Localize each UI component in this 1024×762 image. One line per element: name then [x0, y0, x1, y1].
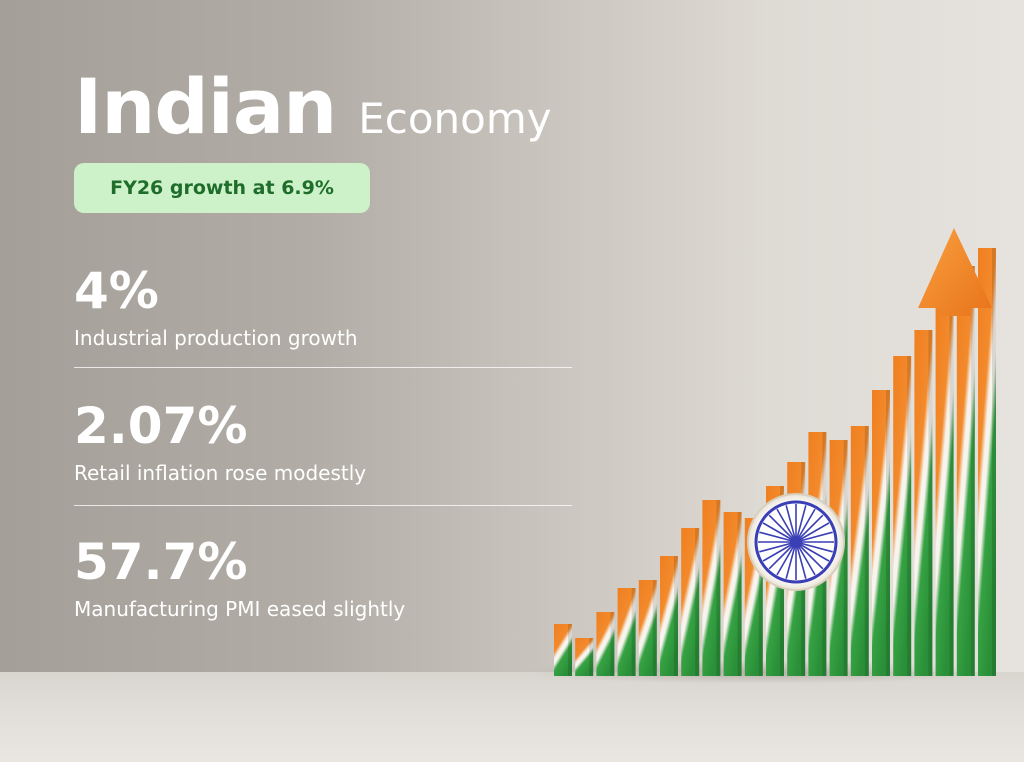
stat-value: 4%	[74, 262, 159, 320]
chakra-spoke	[759, 541, 797, 553]
illustration-bar-shade	[610, 612, 615, 676]
illustration-bar-shade	[907, 356, 912, 676]
illustration-bar	[935, 294, 954, 676]
stat-retail-inflation: 2.07% Retail inflation rose modestly	[74, 397, 574, 485]
illustration-bar-shade	[631, 588, 636, 676]
illustration-bar	[956, 266, 975, 676]
title-main: Indian	[74, 62, 337, 151]
illustration-bar-shade	[568, 624, 572, 676]
page-title: Indian Economy	[74, 62, 552, 151]
illustration-bar-shade	[843, 440, 848, 676]
chakra-spoke	[795, 531, 833, 543]
chakra-spoke	[759, 531, 797, 543]
illustration-bar	[702, 500, 721, 676]
growth-badge: FY26 growth at 6.9%	[74, 163, 370, 213]
chakra-spoke	[768, 514, 797, 543]
chakra-spoke	[795, 514, 824, 543]
chakra-spoke	[776, 541, 797, 576]
chakra-spoke	[795, 522, 830, 543]
illustration-bar	[872, 390, 890, 676]
illustration-bar	[850, 426, 869, 676]
chakra-spoke	[795, 541, 833, 553]
chakra-spoke	[785, 541, 797, 579]
illustration-bar-shade	[716, 500, 721, 676]
divider	[74, 505, 572, 506]
stat-label: Industrial production growth	[74, 326, 358, 350]
chakra-spoke	[768, 541, 797, 570]
stat-manufacturing-pmi: 57.7% Manufacturing PMI eased slightly	[74, 533, 574, 621]
illustration-bar	[617, 588, 636, 676]
illustration-bar-shade	[864, 426, 869, 676]
illustration-bar-shade	[886, 390, 890, 676]
illustration-bar-shade	[992, 248, 996, 676]
stat-industrial-production: 4% Industrial production growth	[74, 262, 574, 350]
chakra-spoke	[762, 541, 797, 562]
illustration-bar	[978, 248, 996, 676]
ashoka-chakra-icon	[747, 493, 845, 591]
chakra-spoke	[762, 522, 797, 543]
stat-value: 2.07%	[74, 397, 248, 455]
stat-value: 57.7%	[74, 533, 248, 591]
illustration-bar	[660, 556, 678, 676]
illustration-bar-shade	[674, 556, 678, 676]
arrow-head-icon	[918, 228, 992, 316]
illustration-bar-shade	[652, 580, 657, 676]
illustration-bar	[914, 330, 933, 676]
illustration-bar	[723, 512, 742, 676]
chakra-spoke	[795, 541, 824, 570]
chakra-spoke	[795, 541, 807, 579]
stat-label: Manufacturing PMI eased slightly	[74, 597, 406, 621]
illustration-bar-shade	[758, 518, 763, 676]
rising-bar-illustration	[554, 228, 996, 676]
chakra-spoke	[795, 508, 816, 543]
floor-backdrop	[0, 672, 1024, 762]
title-sub: Economy	[358, 94, 552, 143]
illustration-bar	[681, 528, 700, 676]
chakra-spoke	[795, 541, 830, 562]
divider	[74, 367, 572, 368]
chakra-spoke	[795, 541, 816, 576]
illustration-bar-shade	[928, 330, 933, 676]
illustration-bar-shade	[949, 294, 954, 676]
bar-group	[554, 248, 996, 676]
illustration-bar-shade	[737, 512, 742, 676]
stat-label: Retail inflation rose modestly	[74, 461, 367, 485]
chakra-spoke	[785, 505, 797, 543]
illustration-bar	[638, 580, 657, 676]
illustration-bar	[554, 624, 572, 676]
illustration-bar-shade	[589, 638, 594, 676]
chakra-spoke	[795, 505, 807, 543]
illustration-bar-shade	[695, 528, 700, 676]
illustration-bar	[893, 356, 912, 676]
chakra-spoke	[776, 508, 797, 543]
illustration-bar-shade	[970, 266, 975, 676]
illustration-bar	[575, 638, 594, 676]
illustration-bar	[596, 612, 615, 676]
